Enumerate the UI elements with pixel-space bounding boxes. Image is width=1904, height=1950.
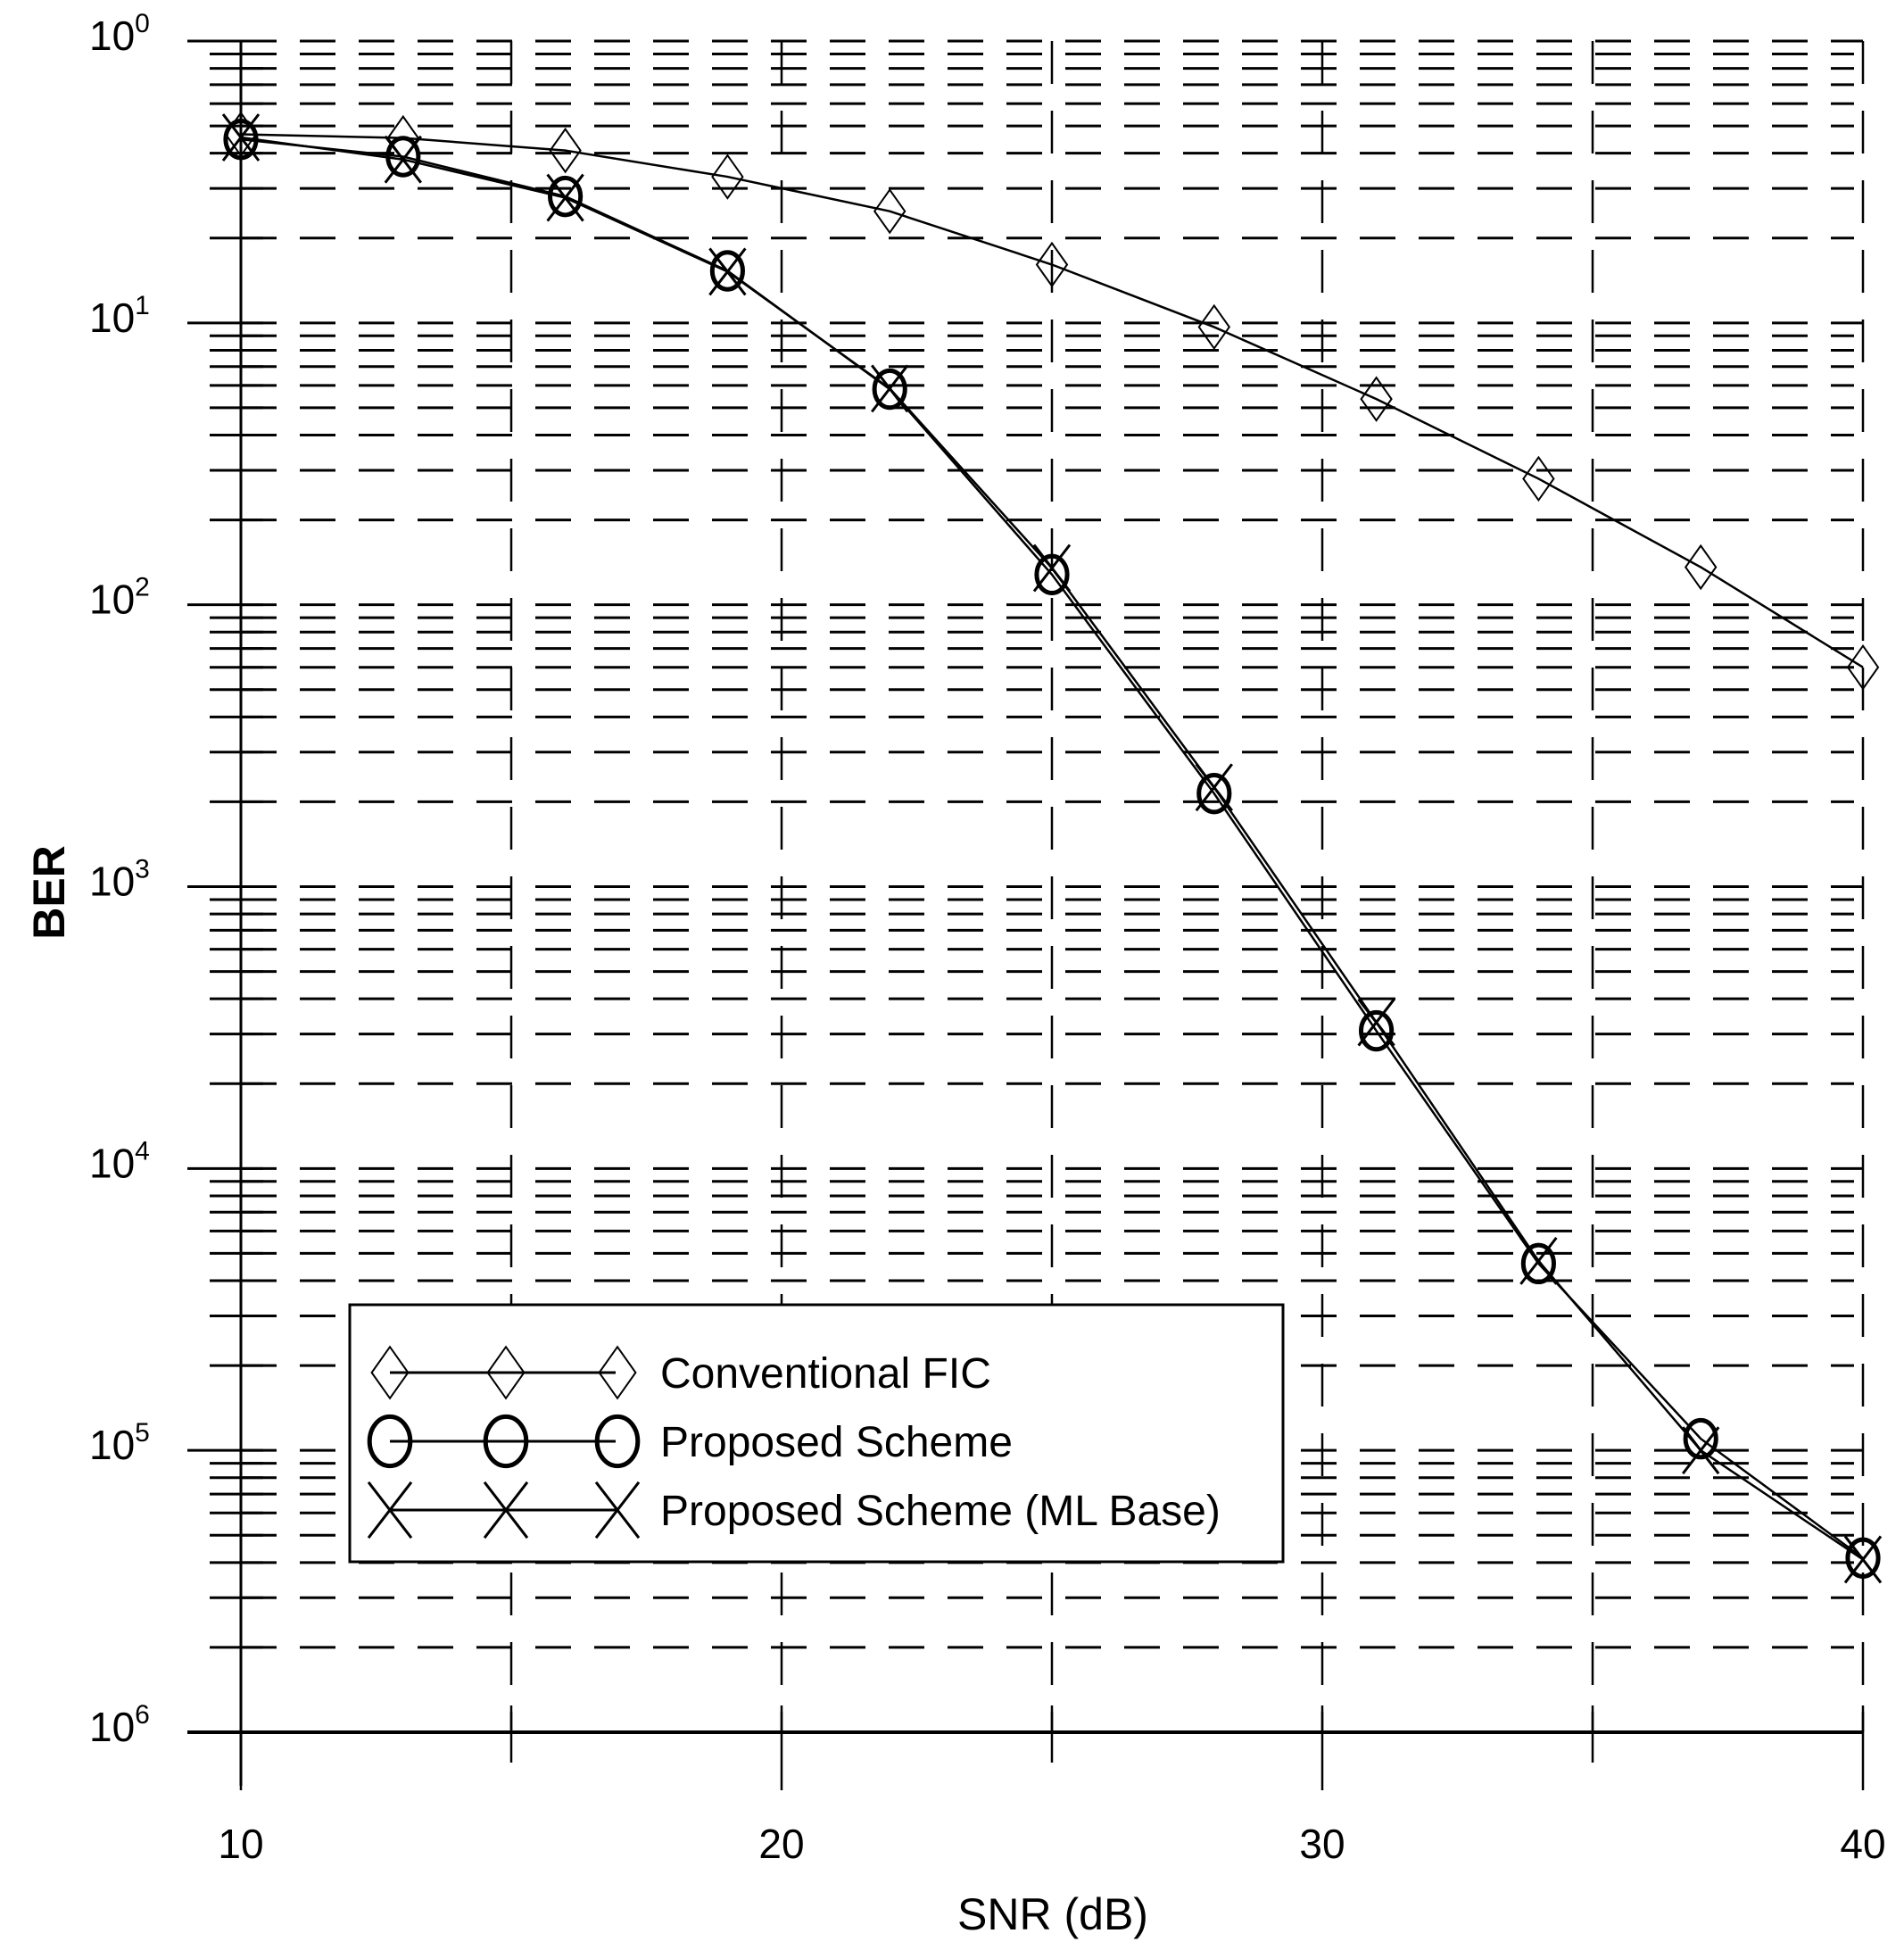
diamond-marker — [873, 187, 906, 235]
y-tick-label: 106 — [89, 1700, 150, 1750]
y-tick-label: 101 — [89, 291, 150, 341]
diamond-marker — [711, 154, 744, 200]
circle-marker — [594, 1414, 641, 1469]
diamond-marker — [1197, 303, 1231, 351]
x-marker — [1357, 998, 1395, 1047]
circle-marker — [709, 250, 746, 292]
series-diamond — [224, 111, 1880, 691]
series-line — [240, 133, 1864, 668]
circle-marker — [1520, 1242, 1557, 1285]
x-marker — [871, 364, 909, 413]
x-marker — [1195, 763, 1233, 812]
y-axis-title: BER — [24, 845, 74, 940]
circle-marker — [1359, 1009, 1395, 1052]
diamond-marker — [1035, 241, 1069, 288]
diamond-marker — [486, 1345, 526, 1400]
diamond-marker — [1846, 644, 1880, 691]
diamond-marker — [370, 1345, 410, 1400]
x-marker — [367, 1481, 413, 1539]
y-tick-label: 102 — [89, 573, 150, 623]
legend-item: Proposed Scheme (ML Base) — [367, 1481, 1221, 1539]
circle-marker — [1034, 553, 1070, 596]
legend-label: Proposed Scheme — [660, 1419, 1013, 1466]
circle-marker — [367, 1414, 413, 1469]
x-tick-label: 10 — [218, 1821, 263, 1867]
x-marker — [1032, 544, 1072, 593]
x-marker — [1843, 1535, 1883, 1584]
x-marker — [546, 173, 584, 222]
x-marker — [1519, 1236, 1558, 1285]
y-tick-label: 100 — [89, 9, 150, 59]
circle-marker — [548, 175, 584, 218]
series-line — [240, 137, 1864, 1559]
x-tick-label: 20 — [758, 1821, 804, 1867]
y-tick-label: 104 — [89, 1136, 150, 1186]
circle-marker — [1845, 1537, 1881, 1579]
x-axis-title: SNR (dB) — [957, 1889, 1148, 1939]
x-marker — [594, 1481, 641, 1539]
x-marker — [221, 113, 261, 162]
legend-item: Conventional FIC — [370, 1345, 991, 1400]
circle-marker — [872, 368, 907, 411]
legend-item: Proposed Scheme — [367, 1414, 1013, 1469]
x-tick-label: 30 — [1299, 1821, 1345, 1867]
grid-lines — [241, 39, 1865, 1734]
circle-marker — [483, 1414, 529, 1469]
x-tick-label: 40 — [1840, 1821, 1885, 1867]
y-tick-label: 105 — [89, 1418, 150, 1468]
series-x — [221, 113, 1883, 1584]
data-series — [221, 111, 1883, 1584]
y-tick-label: 103 — [89, 855, 150, 905]
diamond-marker — [598, 1345, 637, 1400]
diamond-marker — [1684, 544, 1718, 591]
x-tick-labels: 10 20 30 40 — [218, 1821, 1885, 1867]
legend-label: Conventional FIC — [660, 1350, 991, 1398]
diamond-marker — [1522, 455, 1555, 502]
circle-marker — [1683, 1417, 1718, 1460]
circle-marker — [1196, 772, 1232, 815]
legend: Conventional FIC Proposed Scheme Proposed … — [348, 1303, 1285, 1564]
x-marker — [483, 1481, 529, 1539]
axes — [187, 39, 1865, 1790]
diamond-marker — [549, 127, 582, 174]
x-marker — [708, 247, 747, 296]
x-marker — [384, 135, 422, 184]
y-tick-labels: 100 101 102 103 104 105 106 — [89, 9, 150, 1750]
diamond-marker — [1360, 376, 1393, 422]
legend-label: Proposed Scheme (ML Base) — [660, 1488, 1221, 1535]
x-marker — [1682, 1426, 1720, 1475]
